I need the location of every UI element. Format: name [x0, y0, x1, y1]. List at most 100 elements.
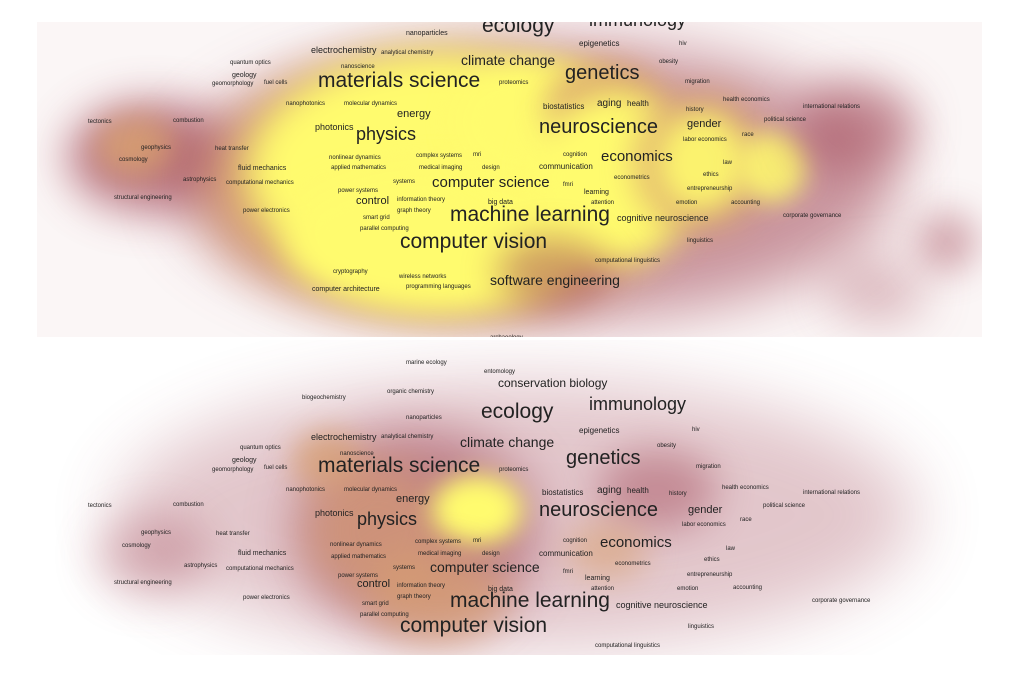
term-label: neuroscience [539, 499, 658, 521]
term-label: obesity [657, 443, 677, 449]
term-label: energy [397, 107, 431, 120]
term-label: aging [597, 98, 622, 109]
term-label: history [669, 491, 687, 497]
term-label: design [482, 551, 500, 557]
term-label: labor economics [682, 522, 726, 528]
term-label: applied mathematics [331, 165, 387, 171]
term-label: software engineering [490, 272, 620, 288]
term-label: cosmology [122, 543, 151, 549]
term-label: materials science [318, 68, 481, 92]
density-blob [657, 112, 747, 212]
term-label: migration [685, 79, 710, 85]
density-blob [97, 515, 207, 595]
term-label: power electronics [243, 595, 290, 601]
term-label: molecular dynamics [344, 101, 398, 107]
term-label: epigenetics [579, 426, 620, 435]
density-blob [597, 450, 717, 530]
term-label: power systems [338, 573, 379, 579]
term-label: combustion [173, 118, 204, 124]
term-label: nonlinear dynamics [330, 542, 382, 548]
term-label: emotion [677, 586, 699, 592]
term-label: fluid mechanics [238, 164, 287, 172]
term-label: cognitive neuroscience [617, 212, 709, 223]
term-label: programming languages [406, 284, 471, 290]
term-label: computational linguistics [595, 258, 661, 264]
term-label: control [357, 577, 391, 590]
term-label: tectonics [88, 503, 112, 509]
term-label: learning [584, 188, 609, 196]
term-label: fuel cells [264, 80, 288, 86]
term-label: heat transfer [215, 146, 249, 152]
term-label: photonics [315, 507, 354, 518]
term-label: energy [396, 492, 430, 505]
term-label: power electronics [243, 208, 290, 214]
term-label: cosmology [119, 157, 148, 163]
term-label: marine ecology [406, 360, 447, 366]
term-label: electrochemistry [311, 431, 377, 442]
term-label: medical imaging [418, 551, 462, 557]
term-label: cryptography [333, 269, 368, 275]
term-label: geomorphology [212, 81, 254, 87]
term-label: complex systems [416, 153, 463, 159]
term-label: genetics [565, 62, 640, 84]
term-label: ecology [482, 22, 555, 37]
term-label: big data [488, 585, 513, 593]
term-label: biogeochemistry [302, 395, 346, 401]
term-label: conservation biology [498, 376, 608, 390]
term-label: power systems [338, 188, 379, 194]
term-label: immunology [589, 22, 686, 29]
density-blob [97, 117, 177, 177]
term-label: analytical chemistry [381, 434, 434, 440]
term-label: computational linguistics [595, 643, 661, 649]
term-label: physics [357, 509, 418, 529]
term-label: heat transfer [216, 531, 250, 537]
term-label: communication [539, 549, 593, 558]
term-label: organic chemistry [387, 389, 435, 395]
density-blob [432, 475, 522, 545]
term-label: materials science [318, 453, 481, 477]
density-blob [797, 82, 917, 172]
term-label: entrepreneurship [687, 572, 733, 578]
term-label: ethics [704, 557, 720, 563]
term-label: nanoparticles [406, 415, 442, 421]
term-label: ecology [481, 399, 554, 423]
term-label: health economics [723, 97, 770, 103]
term-label: international relations [803, 490, 861, 496]
term-label: climate change [460, 434, 555, 450]
term-label: biostatistics [543, 102, 585, 111]
term-label: emotion [676, 200, 698, 206]
term-label: economics [601, 147, 673, 165]
term-label: migration [696, 464, 721, 470]
term-label: computer vision [400, 229, 548, 253]
term-label: systems [393, 179, 416, 185]
term-label: computational mechanics [226, 180, 294, 186]
term-label: wireless networks [399, 274, 447, 280]
term-label: linguistics [688, 624, 715, 630]
term-label: nonlinear dynamics [329, 155, 381, 161]
term-label: molecular dynamics [344, 487, 398, 493]
density-map-top: nanoparticles ecology immunology epigenetic… [37, 22, 982, 337]
term-label: information theory [397, 583, 446, 589]
term-label: mri [473, 538, 482, 544]
term-label: geomorphology [212, 467, 254, 473]
term-label: health economics [722, 485, 769, 491]
term-label: graph theory [397, 208, 431, 214]
term-label: geology [232, 456, 257, 464]
term-label: nanoscience [341, 64, 375, 70]
term-label: complex systems [415, 539, 462, 545]
term-label: immunology [589, 394, 687, 414]
term-label: nanophotonics [286, 487, 326, 493]
term-label: epigenetics [579, 39, 620, 48]
term-label: economics [600, 533, 672, 551]
density-blob [917, 212, 977, 272]
term-label: proteomics [499, 467, 529, 473]
term-label: cognition [563, 538, 588, 544]
term-label: big data [488, 198, 513, 206]
term-label: archaeology [490, 335, 523, 337]
term-label: hiv [692, 427, 700, 433]
term-label: computer vision [400, 613, 548, 637]
term-label: medical imaging [419, 165, 463, 171]
term-label: political science [763, 503, 806, 509]
term-label: computer architecture [312, 285, 380, 293]
term-label: computational mechanics [226, 566, 294, 572]
